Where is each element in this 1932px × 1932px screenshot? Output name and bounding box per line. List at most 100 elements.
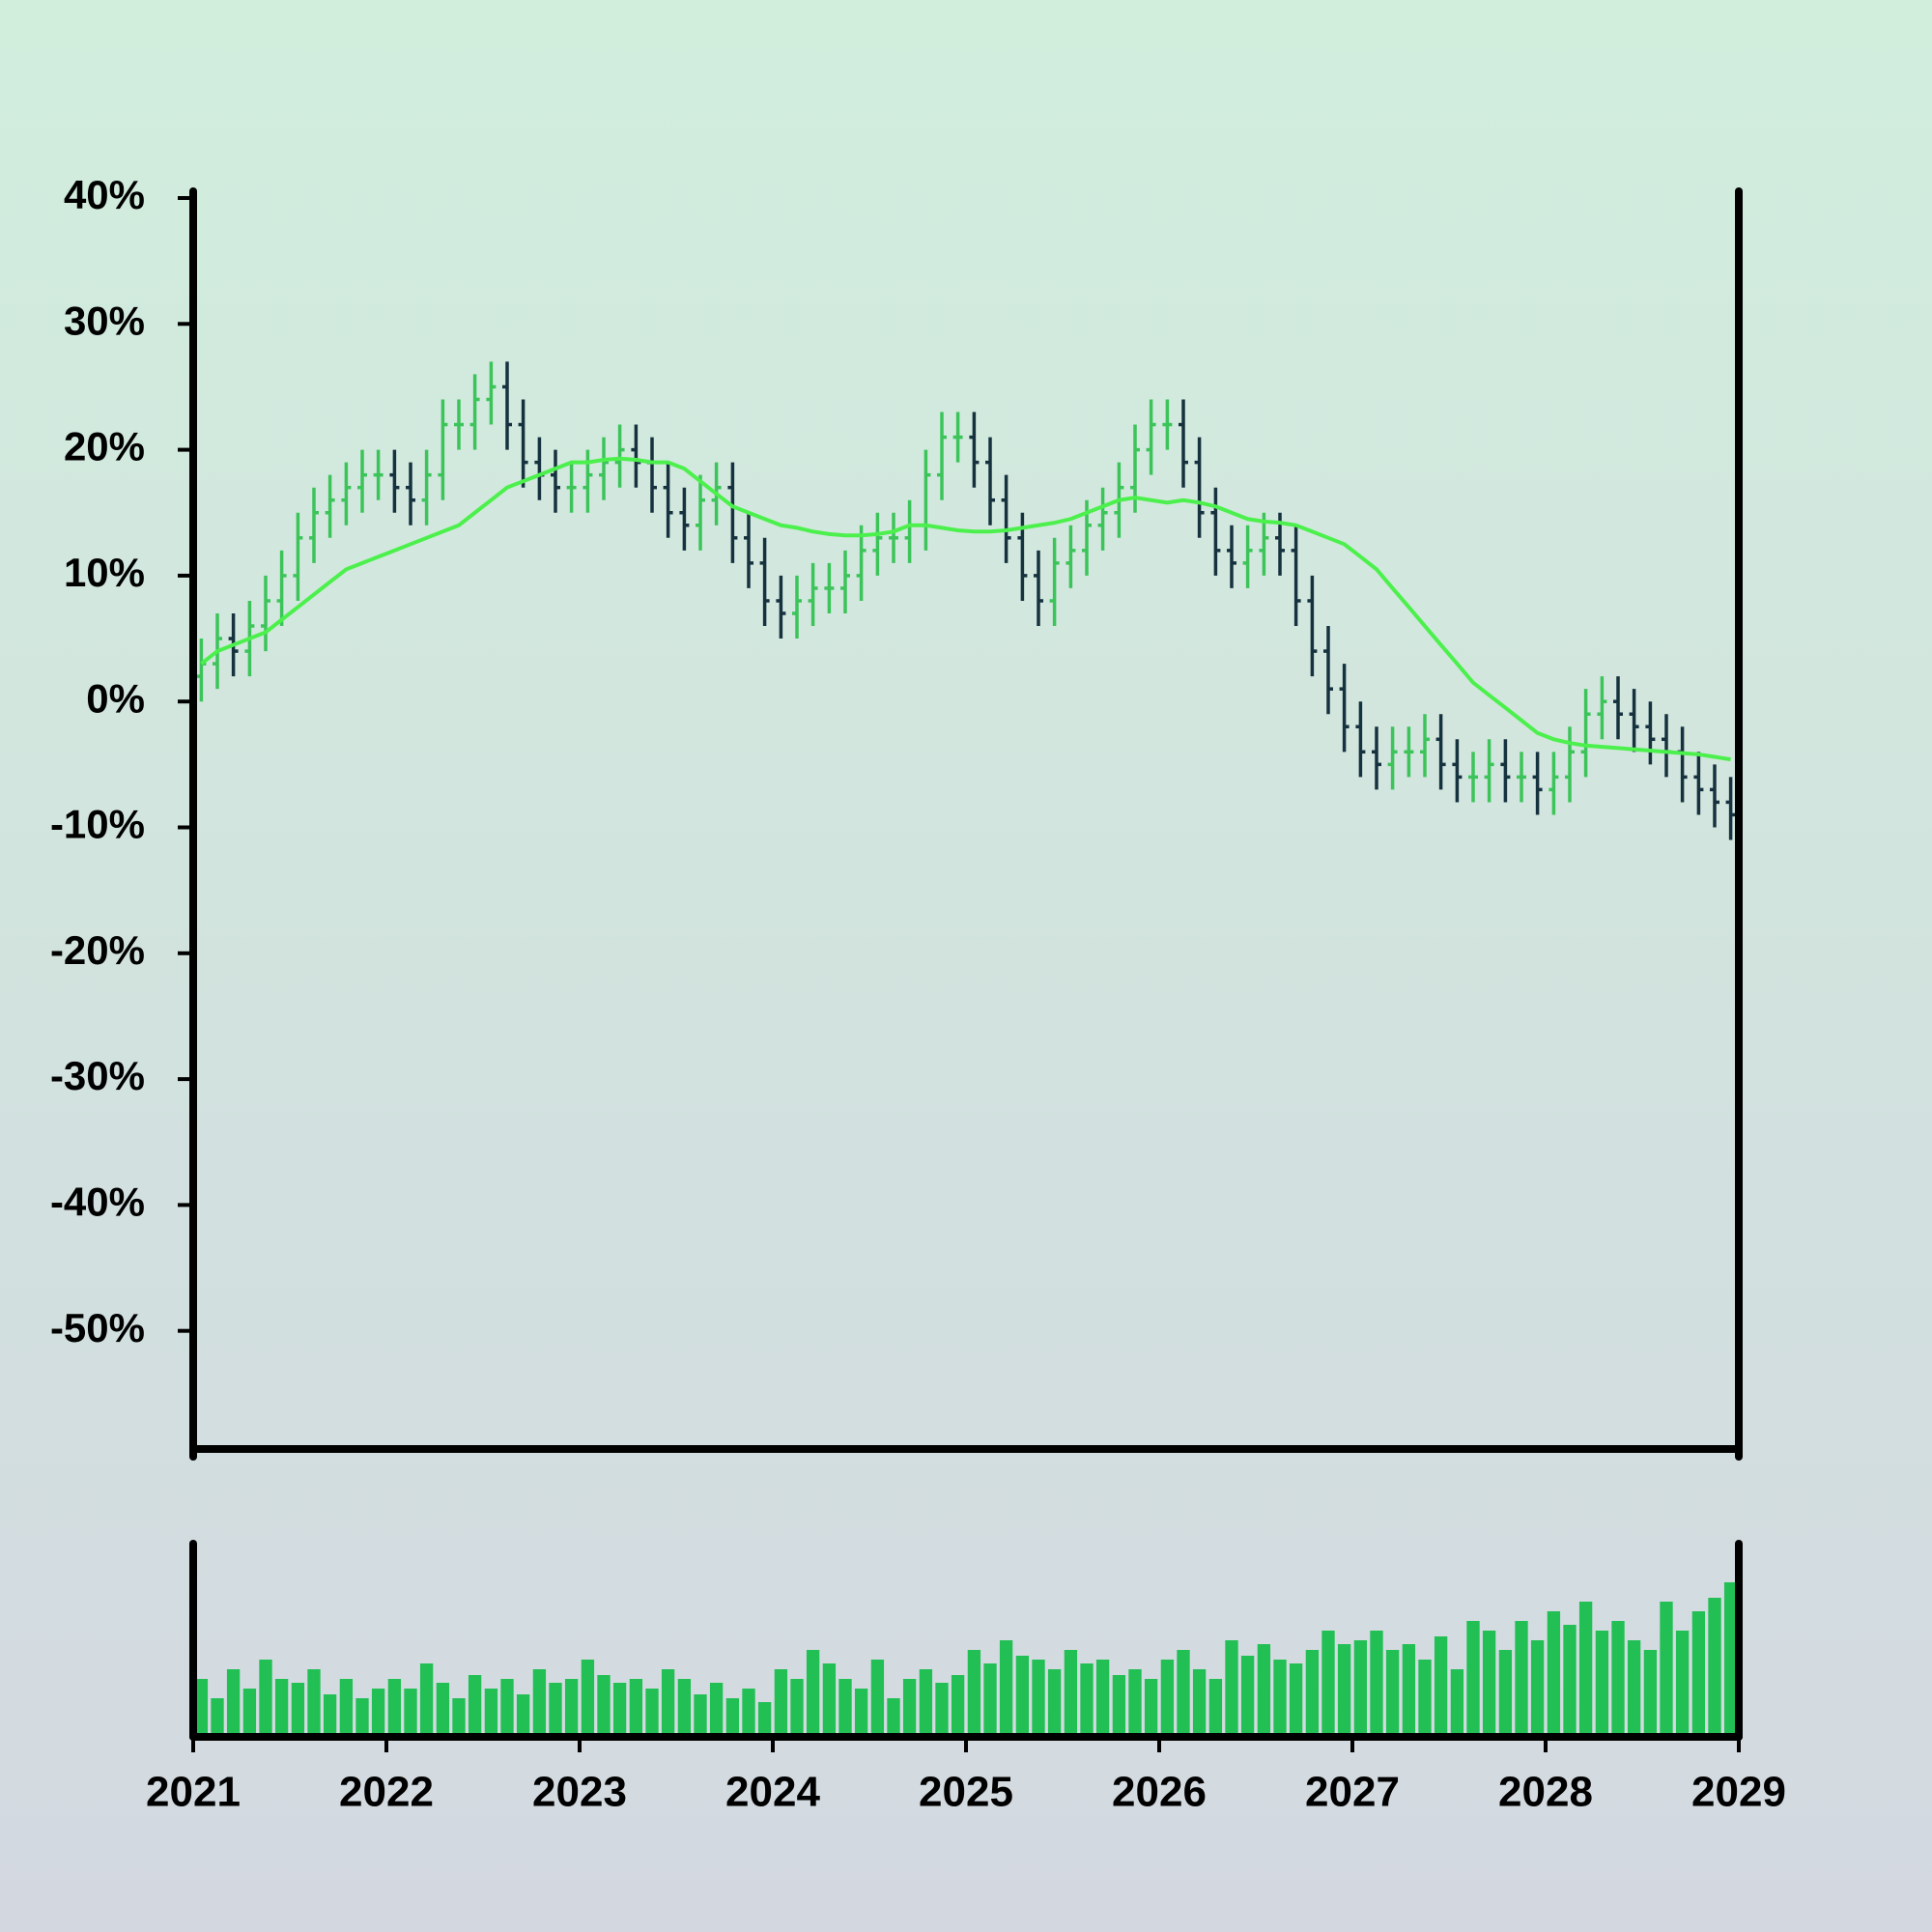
x-tick-label: 2026 <box>1112 1769 1207 1816</box>
volume-bar <box>1047 1669 1062 1737</box>
volume-bar <box>725 1698 740 1737</box>
volume-bar <box>1578 1602 1593 1737</box>
volume-bar <box>1225 1640 1238 1737</box>
volume-bar <box>436 1683 450 1737</box>
volume-bar <box>194 1679 209 1737</box>
volume-bar <box>1643 1650 1658 1737</box>
x-tick-label: 2023 <box>532 1769 627 1816</box>
y-tick-label: 10% <box>64 550 145 595</box>
volume-bar <box>1482 1631 1496 1737</box>
volume-bar <box>1385 1650 1400 1737</box>
y-tick-label: 0% <box>86 675 145 721</box>
volume-bar <box>1160 1660 1175 1737</box>
volume-bar <box>419 1663 434 1737</box>
volume-bar <box>1402 1644 1416 1737</box>
volume-bar <box>274 1679 289 1737</box>
volume-bar <box>1273 1660 1287 1737</box>
x-tick-label: 2022 <box>339 1769 434 1816</box>
volume-bar <box>1064 1650 1078 1737</box>
volume-bar <box>838 1679 852 1737</box>
volume-bar <box>661 1669 675 1737</box>
volume-bar <box>226 1669 241 1737</box>
volume-bar <box>1080 1663 1094 1737</box>
volume-bar <box>1112 1675 1126 1737</box>
volume-bar <box>242 1689 257 1737</box>
volume-bar <box>1257 1644 1271 1737</box>
volume-bar <box>1660 1602 1673 1737</box>
volume-bar <box>870 1660 885 1737</box>
volume-bar <box>1434 1636 1448 1737</box>
volume-bar <box>1321 1631 1335 1737</box>
volume-bar <box>1498 1650 1513 1737</box>
volume-bar <box>1530 1640 1545 1737</box>
volume-bar <box>1450 1669 1464 1737</box>
volume-bar <box>1418 1660 1432 1737</box>
volume-bar <box>1370 1631 1383 1737</box>
volume-bar <box>355 1698 369 1737</box>
volume-bar <box>259 1660 272 1737</box>
volume-bar <box>1466 1621 1480 1737</box>
volume-bar <box>774 1669 788 1737</box>
volume-bar <box>887 1698 900 1737</box>
volume-bar <box>339 1679 354 1737</box>
volume-bar <box>757 1702 772 1737</box>
volume-bar <box>1723 1582 1738 1737</box>
volume-bar <box>1144 1679 1158 1737</box>
x-tick-label: 2029 <box>1691 1769 1786 1816</box>
volume-bar <box>597 1675 611 1737</box>
volume-bar <box>999 1640 1013 1737</box>
volume-bar <box>211 1698 224 1737</box>
volume-bar <box>951 1675 965 1737</box>
volume-bar <box>1563 1625 1577 1737</box>
volume-bar <box>1691 1611 1706 1737</box>
volume-bar <box>371 1689 385 1737</box>
volume-bar <box>1627 1640 1641 1737</box>
volume-bar <box>1675 1631 1690 1737</box>
volume-bar <box>1128 1669 1142 1737</box>
volume-bar <box>935 1683 949 1737</box>
volume-bar <box>709 1683 724 1737</box>
volume-bar <box>1305 1650 1320 1737</box>
volume-bar <box>1015 1656 1030 1737</box>
volume-bar <box>1515 1621 1528 1737</box>
volume-bar <box>612 1683 627 1737</box>
volume-bar <box>902 1679 917 1737</box>
x-tick-label: 2028 <box>1498 1769 1593 1816</box>
volume-bar <box>484 1689 498 1737</box>
volume-bar <box>629 1679 643 1737</box>
volume-bar <box>1595 1631 1609 1737</box>
volume-bar <box>1289 1663 1303 1737</box>
volume-bar <box>822 1663 837 1737</box>
x-tick-label: 2027 <box>1305 1769 1400 1816</box>
volume-bar <box>581 1660 595 1737</box>
volume-bar <box>549 1683 562 1737</box>
volume-bar <box>1708 1598 1721 1737</box>
y-tick-label: 30% <box>64 298 145 343</box>
volume-bar <box>983 1663 997 1737</box>
volume-bar <box>790 1679 804 1737</box>
volume-bar <box>532 1669 547 1737</box>
volume-bar <box>468 1675 482 1737</box>
y-tick-label: -20% <box>50 927 145 973</box>
volume-bar <box>677 1679 692 1737</box>
volume-bar <box>919 1669 933 1737</box>
volume-bar <box>1611 1621 1625 1737</box>
volume-bar <box>742 1689 755 1737</box>
y-tick-label: -10% <box>50 802 145 847</box>
volume-bar <box>452 1698 466 1737</box>
volume-bar <box>1337 1644 1351 1737</box>
volume-bar <box>404 1689 417 1737</box>
volume-bar <box>806 1650 820 1737</box>
volume-bar <box>694 1694 707 1737</box>
volume-bar <box>1240 1656 1255 1737</box>
volume-bar <box>387 1679 402 1737</box>
volume-bar <box>1353 1640 1368 1737</box>
y-tick-label: -30% <box>50 1053 145 1098</box>
volume-bar <box>1177 1650 1190 1737</box>
volume-bar <box>1032 1660 1045 1737</box>
x-tick-label: 2024 <box>725 1769 820 1816</box>
volume-bar <box>1547 1611 1561 1737</box>
volume-bar <box>323 1694 337 1737</box>
